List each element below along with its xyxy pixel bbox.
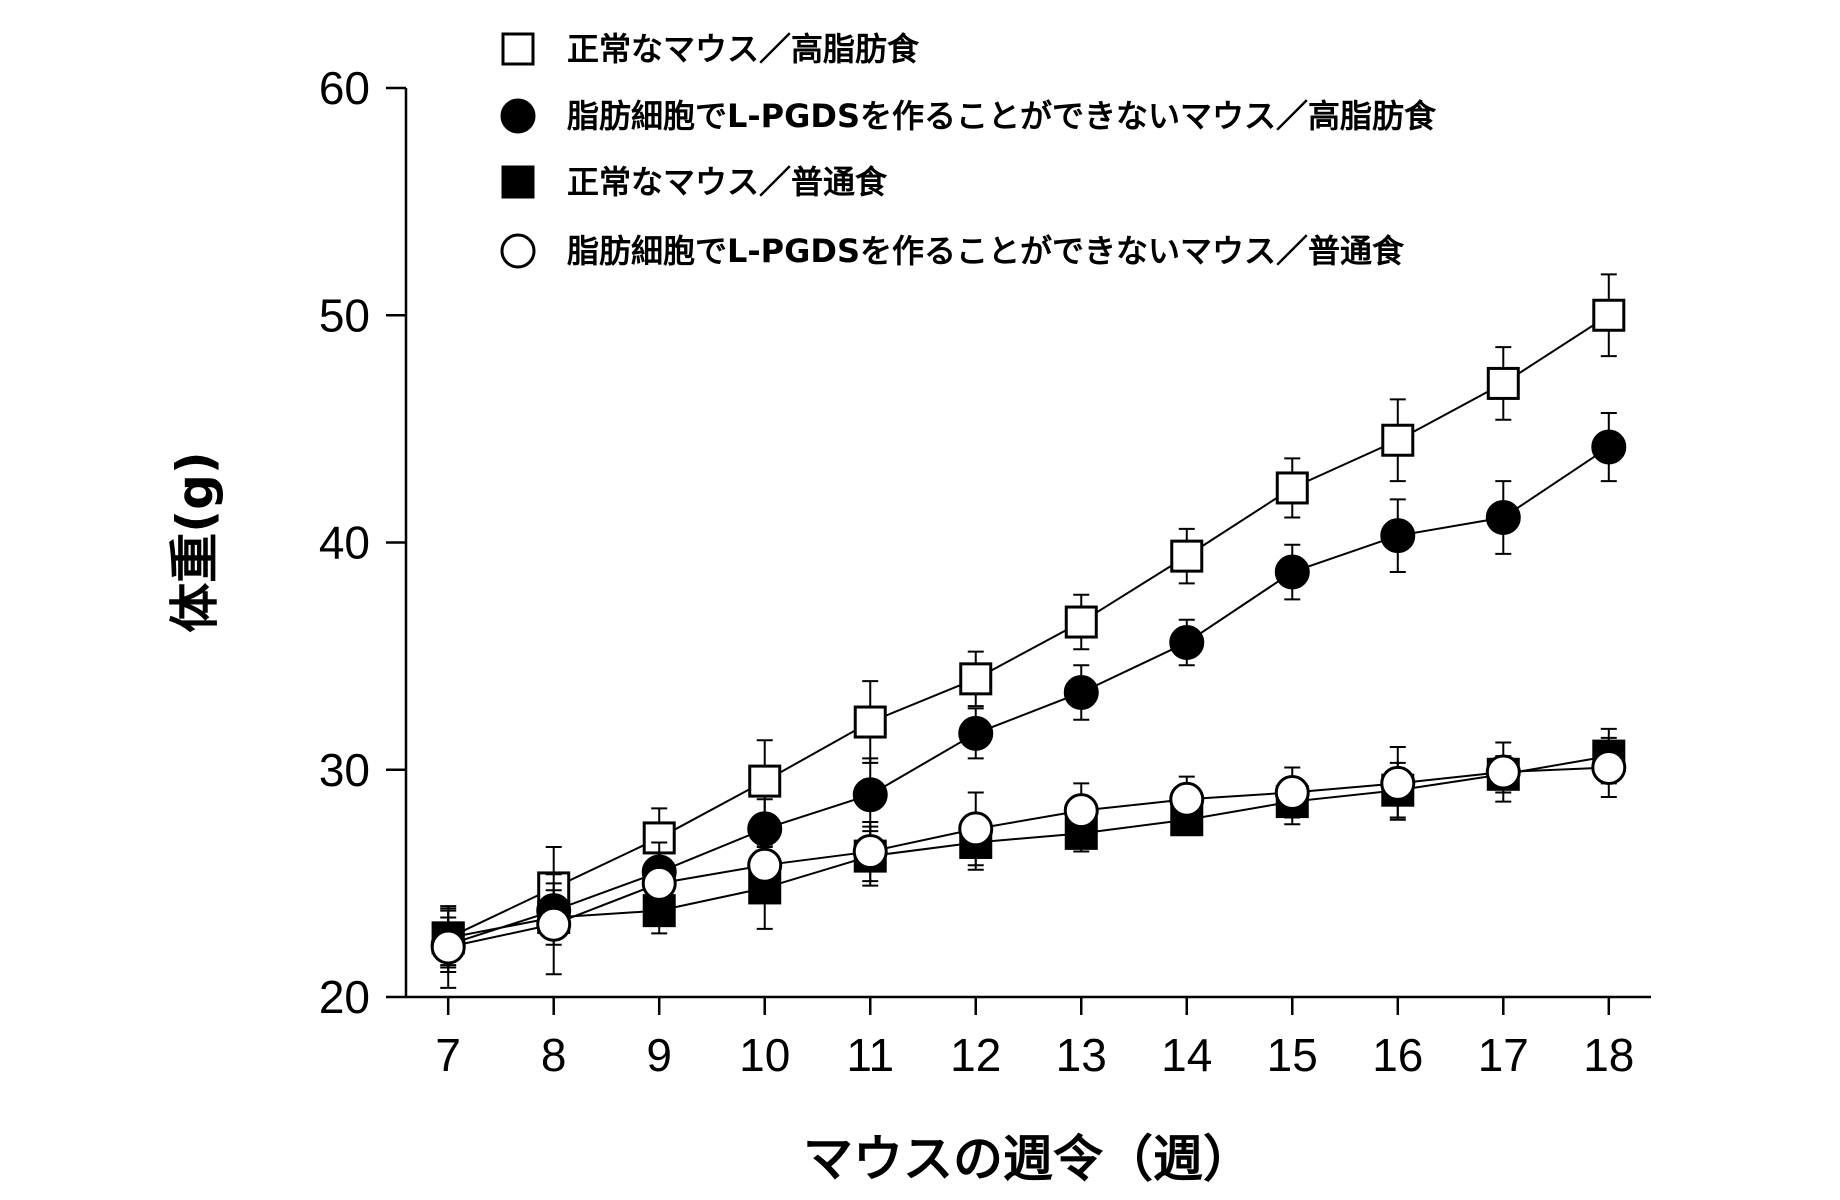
data-point [536,906,572,942]
x-tick-label: 17 [1478,1029,1529,1081]
x-tick-label: 10 [739,1029,790,1081]
y-tick-label: 20 [319,971,370,1023]
x-axis-title: マウスの週令（週） [803,1130,1253,1188]
series-line [448,755,1609,939]
data-point [852,834,888,870]
x-tick-label: 11 [846,1029,894,1081]
y-tick-label: 40 [319,517,370,569]
data-point [1063,674,1099,710]
data-point [1274,774,1310,810]
data-point [1275,471,1309,505]
data-point [1591,429,1627,465]
series-line [447,314,1610,939]
data-point [748,764,782,798]
x-ticks: 7 8 9 10 11 12 13 14 15 16 17 18 [435,997,1634,1081]
x-tick-label: 7 [435,1029,461,1081]
data-point [430,929,466,965]
legend-label: 脂肪細胞でL-PGDSを作ることができないマウス／普通食 [567,232,1405,270]
legend-label: 正常なマウス／高脂肪食 [567,30,920,68]
legend-label: 脂肪細胞でL-PGDSを作ることができないマウス／高脂肪食 [567,97,1437,135]
data-point [747,811,783,847]
series-3 [431,727,1626,967]
x-tick-label: 16 [1372,1029,1423,1081]
data-point [1485,500,1521,536]
x-tick-label: 9 [646,1029,672,1081]
data-point [1380,765,1416,801]
series-1 [431,273,1626,969]
data-point [1485,754,1521,790]
data-point [1170,539,1204,573]
data-point [1486,366,1520,400]
data-point [958,715,994,751]
data-point [1169,624,1205,660]
x-tick-label: 14 [1161,1029,1212,1081]
data-point [1274,554,1310,590]
data-point [1063,793,1099,829]
legend-marker [500,98,536,134]
x-tick-label: 8 [541,1029,567,1081]
axes [404,88,1651,999]
data-point [1380,518,1416,554]
series-layer [430,273,1627,989]
series-line [447,766,1609,948]
legend: 正常なマウス／高脂肪食脂肪細胞でL-PGDSを作ることができないマウス／高脂肪食… [500,30,1437,270]
legend-marker [501,32,535,66]
series-4 [430,736,1627,989]
y-tick-label: 60 [319,62,370,114]
y-tick-label: 50 [319,289,370,341]
series-line [447,446,1610,946]
legend-marker [501,165,535,199]
data-point [959,662,993,696]
data-point [1169,781,1205,817]
data-point [747,847,783,883]
data-point [1591,749,1627,785]
data-point [853,705,887,739]
x-tick-label: 12 [950,1029,1001,1081]
legend-label: 正常なマウス／普通食 [567,163,888,201]
x-tick-label: 15 [1267,1029,1318,1081]
data-point [1064,605,1098,639]
data-point [641,865,677,901]
x-tick-label: 13 [1056,1029,1107,1081]
x-tick-label: 18 [1583,1029,1634,1081]
y-ticks: 20 30 40 50 60 [319,62,406,1023]
y-axis-title: 体重(g) [166,451,224,633]
data-point [958,811,994,847]
series-2 [430,411,1627,974]
legend-marker [500,233,536,269]
y-tick-label: 30 [319,744,370,796]
data-point [1592,298,1626,332]
data-point [1381,423,1415,457]
data-point [852,777,888,813]
